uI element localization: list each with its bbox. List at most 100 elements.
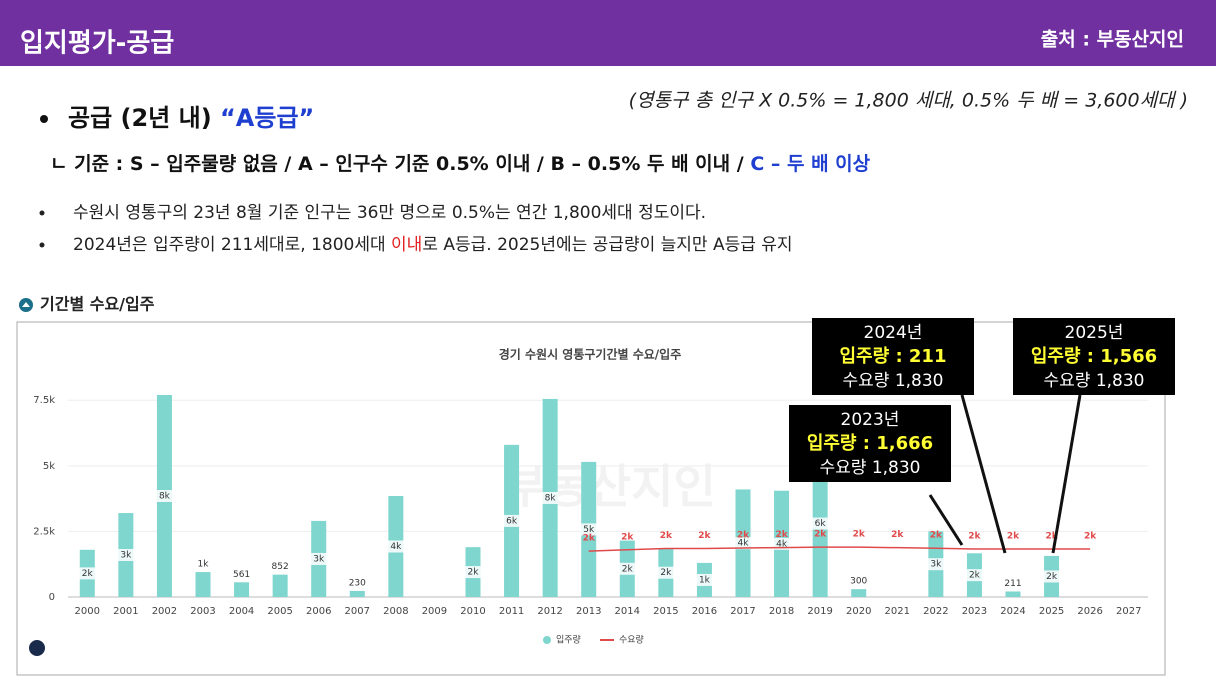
x-tick-label: 2004 (229, 606, 254, 617)
bar-label: 2k (82, 569, 94, 579)
legend-label: 수요량 (619, 634, 644, 646)
bar-label: 6k (506, 516, 518, 526)
x-tick-label: 2016 (692, 606, 717, 617)
section-title: 기간별 수요/입주 (40, 295, 155, 314)
logo (29, 640, 45, 656)
callout-demand: 수요량 1,830 (843, 371, 944, 391)
bar-label: 230 (349, 578, 366, 588)
bar-label: 300 (850, 577, 867, 587)
bar-label: 8k (545, 493, 557, 503)
x-tick-label: 2011 (499, 606, 524, 617)
bar-label-bg (310, 552, 327, 565)
watermark: 부동산지인 (504, 460, 716, 514)
x-tick-label: 2012 (537, 606, 562, 617)
callout-demand: 수요량 1,830 (820, 458, 921, 478)
y-tick-label: 5k (43, 461, 55, 472)
bullet (39, 242, 45, 248)
bar (234, 582, 250, 597)
bullet-highlight: 이내 (391, 235, 422, 255)
bar-label-bg (619, 562, 636, 575)
x-tick-label: 2007 (345, 606, 370, 617)
x-tick-label: 2021 (885, 606, 910, 617)
callout-pointer (960, 394, 1007, 554)
callout-pointer (928, 494, 964, 546)
formula: (영통구 총 인구 X 0.5% = 1,800 세대, 0.5% 두 배 = … (629, 90, 1188, 112)
callout-box (1013, 318, 1175, 395)
callout-title: 2024년 (864, 323, 923, 343)
bar-label-bg (117, 549, 134, 562)
x-tick-label: 2014 (615, 606, 640, 617)
bar-label: 4k (390, 542, 402, 552)
bullet-before: 2024년은 입주량이 211세대로, 1800세대 (73, 235, 391, 255)
bar-label: 3k (120, 551, 132, 561)
callout-box (812, 318, 974, 395)
bar (1005, 591, 1021, 597)
bar-label-bg (542, 491, 559, 504)
callout-pointer (1051, 394, 1082, 554)
bar-label-bg (387, 540, 404, 553)
bar-label: 1k (699, 575, 711, 585)
x-tick-label: 2013 (576, 606, 601, 617)
x-tick-label: 2015 (653, 606, 678, 617)
bar-label-bg (503, 514, 520, 527)
line-label: 2k (1007, 531, 1020, 541)
heading: 공급 (2년 내) “A등급” (68, 104, 314, 132)
line-label: 2k (737, 530, 750, 540)
criteria: ㄴ 기준 : S – 입주물량 없음 / A – 인구수 기준 0.5% 이내 … (50, 153, 871, 175)
bar-label: 3k (930, 560, 942, 570)
section-icon-house (22, 302, 30, 307)
criteria-text: ㄴ 기준 : S – 입주물량 없음 / A – 인구수 기준 0.5% 이내 … (50, 153, 750, 175)
bar-label: 2k (1046, 572, 1058, 582)
bar-label: 8k (159, 491, 171, 501)
callout-supply: 입주량 : 1,666 (807, 432, 933, 454)
bar-label: 561 (233, 570, 250, 580)
bar-label: 2k (622, 564, 634, 574)
line-label: 2k (1084, 531, 1097, 541)
line-label: 2k (968, 531, 981, 541)
x-tick-label: 2006 (306, 606, 331, 617)
bar (272, 574, 288, 597)
bar-label-bg (1043, 570, 1060, 583)
x-tick-label: 2022 (923, 606, 948, 617)
bar-label: 2k (660, 568, 672, 578)
bar-label: 5k (583, 525, 595, 535)
bar-label: 2k (468, 568, 480, 578)
x-tick-label: 2002 (152, 606, 177, 617)
line-label: 2k (660, 531, 673, 541)
line-label: 2k (621, 532, 634, 542)
plot: 0 2.5k 5k 7.5k 2000 2001 2002 2003 2004 2005 2006 2… (33, 394, 1148, 646)
x-tick-label: 2027 (1116, 606, 1141, 617)
x-tick-label: 2018 (769, 606, 794, 617)
header-bar (0, 0, 1216, 66)
criteria-highlight: C – 두 배 이상 (750, 153, 870, 175)
bar-label-bg (812, 517, 829, 530)
callout-title: 2025년 (1065, 323, 1124, 343)
y-tick-label: 0 (49, 592, 55, 603)
line-label: 2k (1045, 531, 1058, 541)
x-tick-label: 2008 (383, 606, 408, 617)
y-tick-label: 2.5k (33, 526, 55, 537)
x-tick-label: 2025 (1039, 606, 1064, 617)
x-tick-label: 2009 (422, 606, 447, 617)
x-tick-label: 2020 (846, 606, 871, 617)
line-label: 2k (814, 530, 827, 540)
x-tick-label: 2010 (460, 606, 485, 617)
bar-label: 1k (198, 560, 210, 570)
chart-title: 경기 수원시 영통구기간별 수요/입주 (499, 347, 682, 362)
bullet (39, 210, 45, 216)
callout-supply: 입주량 : 211 (840, 345, 947, 367)
callout-title: 2023년 (841, 410, 900, 430)
x-tick-label: 2017 (730, 606, 755, 617)
bar-label-bg (79, 567, 96, 580)
line-label: 2k (775, 530, 788, 540)
bullet-after: 로 A등급. 2025년에는 공급량이 늘지만 A등급 유지 (422, 235, 792, 255)
x-tick-label: 2019 (807, 606, 832, 617)
x-tick-label: 2024 (1000, 606, 1025, 617)
line-label: 2k (853, 530, 866, 540)
bar-label: 852 (272, 562, 289, 572)
bar-label-bg (465, 566, 481, 579)
heading-text: 공급 (2년 내) (68, 104, 220, 132)
